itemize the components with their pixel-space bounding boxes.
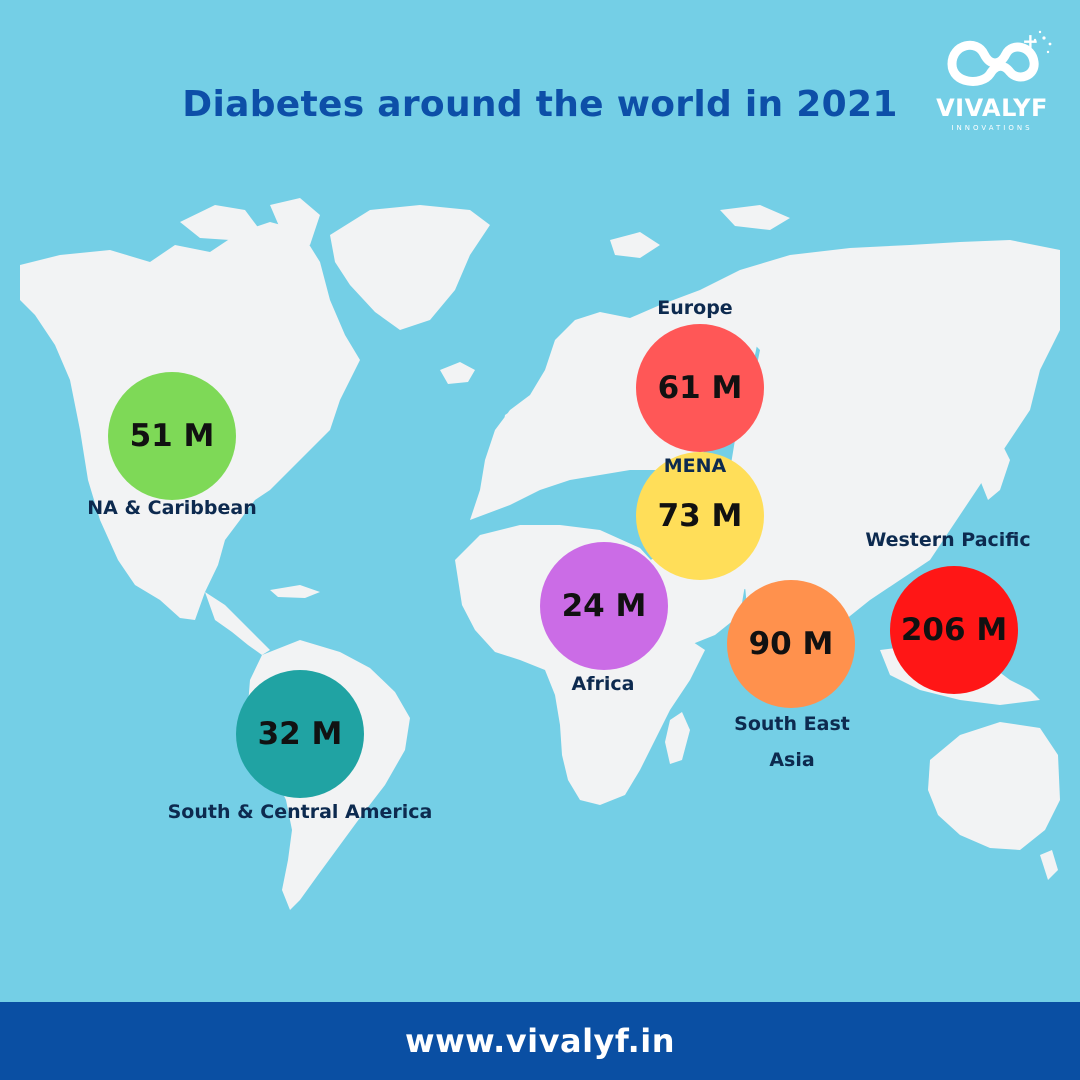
logo-name: VIVALYF (936, 94, 1048, 122)
region-label-south-central-america: South & Central America (167, 801, 433, 823)
region-label-europe: Europe (657, 297, 733, 319)
siberian-islands (720, 205, 790, 230)
region-value-western-pacific: 206 M (900, 612, 1008, 648)
region-label-na-caribbean: NA & Caribbean (87, 497, 257, 519)
new-zealand-landmass (1040, 850, 1058, 880)
svalbard-islands (610, 232, 660, 258)
region-value-na-caribbean: 51 M (129, 418, 215, 454)
vivalyf-logo-icon: + (947, 29, 1052, 86)
region-value-south-east-asia: 90 M (748, 626, 834, 662)
region-value-africa: 24 M (561, 588, 647, 624)
baffin-landmass (270, 198, 320, 245)
footer-bar: www.vivalyf.in (0, 1002, 1080, 1080)
region-value-south-central-america: 32 M (257, 716, 343, 752)
region-bubble-western-pacific: 206 M (890, 566, 1018, 694)
uk-landmass (502, 405, 528, 448)
australia-landmass (928, 722, 1060, 850)
region-label-western-pacific: Western Pacific (865, 529, 1031, 551)
page-title: Diabetes around the world in 2021 (182, 84, 898, 125)
region-label-mena: MENA (663, 455, 727, 477)
website-link[interactable]: www.vivalyf.in (405, 1022, 675, 1060)
region-bubble-south-east-asia: 90 M (727, 580, 855, 708)
region-value-europe: 61 M (657, 370, 743, 406)
region-bubble-south-central-america: 32 M (236, 670, 364, 798)
arctic-islands-landmass (180, 205, 260, 240)
region-value-mena: 73 M (657, 498, 743, 534)
greenland-landmass (330, 205, 490, 330)
asia-landmass (690, 240, 1060, 620)
region-label-africa: Africa (571, 673, 635, 695)
region-label-south-east-asia-line2: Asia (769, 749, 815, 771)
japan-landmass (980, 440, 1010, 500)
central-america-landmass (205, 592, 270, 655)
scandinavia-landmass (560, 320, 630, 420)
region-label-south-east-asia-line1: South East (734, 713, 850, 735)
svg-text:+: + (1022, 29, 1039, 53)
vivalyf-logo: + VIVALYF INNOVATIONS (922, 24, 1062, 144)
madagascar-landmass (665, 712, 690, 764)
caribbean-islands (270, 585, 320, 598)
iceland-landmass (440, 362, 475, 384)
logo-subtitle: INNOVATIONS (951, 124, 1033, 132)
region-bubble-na-caribbean: 51 M (108, 372, 236, 500)
region-bubble-mena: 73 M (636, 452, 764, 580)
region-bubble-africa: 24 M (540, 542, 668, 670)
region-bubble-europe: 61 M (636, 324, 764, 452)
